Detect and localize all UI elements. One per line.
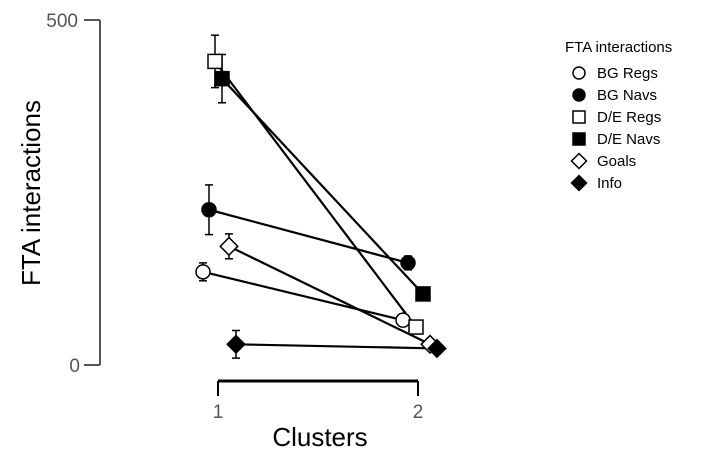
- marker-goals-1: [219, 236, 239, 257]
- marker-info-1: [226, 334, 246, 355]
- series-line-d-e-navs: [221, 77, 424, 295]
- markers: [195, 53, 447, 359]
- legend-marker-info: [570, 174, 588, 192]
- y-axis-title: FTA interactions: [16, 100, 46, 286]
- legend-marker-d-e-navs: [572, 132, 586, 146]
- x-axis-title: Clusters: [272, 422, 367, 449]
- legend-marker-bg-regs: [572, 66, 586, 80]
- legend-marker-bg-navs: [572, 88, 586, 102]
- legend-label-d-e-navs: D/E Navs: [597, 131, 660, 148]
- legend-title: FTA interactions: [565, 39, 672, 56]
- series-line-bg-regs: [202, 270, 404, 322]
- y-tick-label-0: 0: [69, 356, 80, 377]
- legend-label-info: Info: [597, 175, 622, 192]
- series-line-bg-navs: [208, 208, 409, 264]
- marker-info-2: [427, 338, 447, 359]
- legend-label-goals: Goals: [597, 153, 636, 170]
- x-tick-label-1: 1: [213, 402, 224, 423]
- x-tick-label-2: 2: [413, 402, 424, 423]
- marker-bg-regs-1: [195, 264, 211, 280]
- series-line-d-e-regs: [214, 60, 417, 328]
- marker-d-e-regs-1: [207, 53, 223, 70]
- marker-d-e-navs-2: [415, 286, 431, 302]
- series-lines: [202, 60, 438, 350]
- legend-label-d-e-regs: D/E Regs: [597, 109, 661, 126]
- series-line-goals: [228, 245, 431, 346]
- marker-d-e-regs-2: [408, 319, 424, 335]
- series-line-info: [235, 343, 438, 350]
- legend-marker-d-e-regs: [572, 110, 586, 124]
- legend-label-bg-navs: BG Navs: [597, 87, 657, 104]
- y-tick-label-500: 500: [46, 11, 78, 32]
- legend-label-bg-regs: BG Regs: [597, 65, 658, 82]
- marker-bg-regs-2: [395, 312, 411, 328]
- legend: FTA interactions BG Regs BG Navs D/E Regs D…: [565, 39, 672, 192]
- marker-bg-navs-2: [400, 255, 416, 271]
- marker-d-e-navs-1: [214, 70, 230, 87]
- marker-bg-navs-1: [201, 202, 217, 218]
- legend-marker-goals: [570, 152, 588, 170]
